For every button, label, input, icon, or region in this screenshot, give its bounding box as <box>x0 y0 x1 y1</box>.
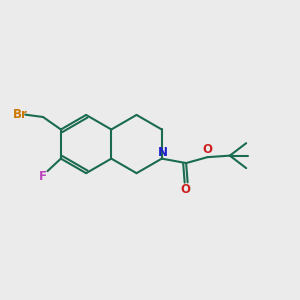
Text: O: O <box>202 143 212 156</box>
Text: O: O <box>180 183 190 196</box>
Text: F: F <box>39 170 47 183</box>
Text: Br: Br <box>12 108 27 121</box>
Text: N: N <box>158 146 168 159</box>
